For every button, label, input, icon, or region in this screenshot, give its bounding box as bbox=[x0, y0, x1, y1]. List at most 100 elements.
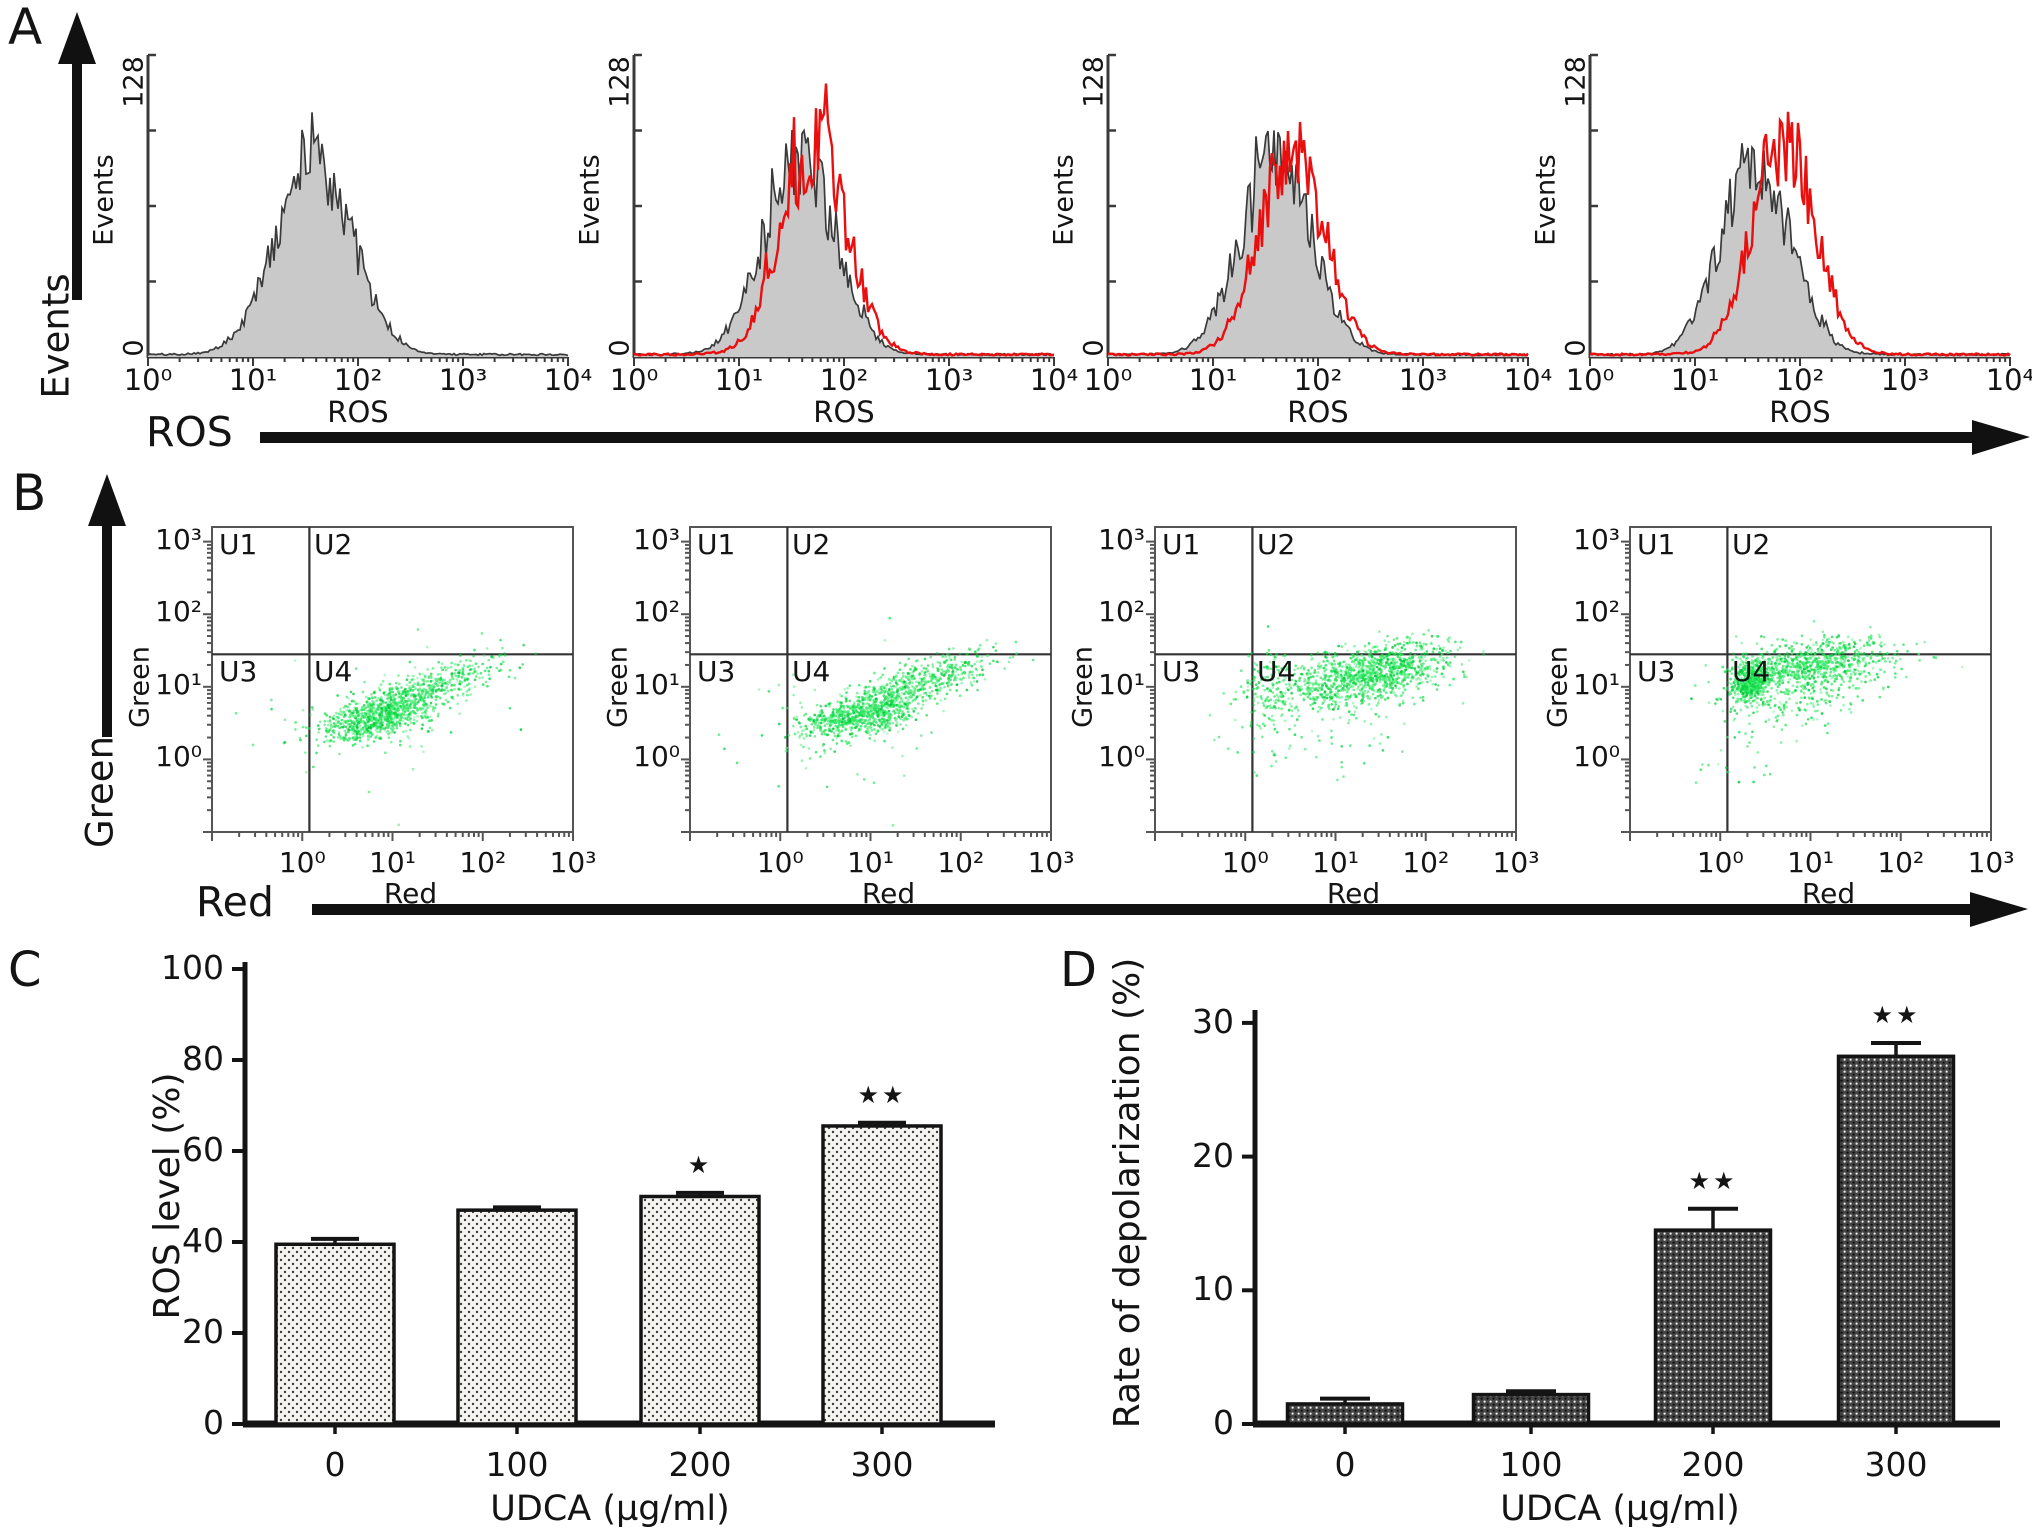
scatter-x-tick-label: 10⁰ bbox=[1696, 846, 1744, 879]
dot-plot-2 bbox=[681, 526, 1052, 841]
hist-x-tick-label: 10² bbox=[1775, 363, 1825, 397]
quadrant-label-u4: U4 bbox=[1257, 655, 1296, 688]
scatter-x-tick-label: 10¹ bbox=[1312, 846, 1359, 879]
bar-y-tick-label: 30 bbox=[1192, 1001, 1234, 1041]
quadrant-label-u4: U4 bbox=[314, 655, 353, 688]
scatter-y-tick-label: 10⁰ bbox=[1098, 740, 1145, 774]
panel-c-x-axis-label: UDCA (µg/ml) bbox=[490, 1489, 730, 1529]
events-axis-arrow-icon bbox=[58, 12, 96, 300]
hist-y-axis-label: Events bbox=[88, 154, 120, 246]
scatter-y-tick-label: 10¹ bbox=[1573, 667, 1620, 701]
quadrant-label-u2: U2 bbox=[1257, 528, 1296, 561]
bar-category-label: 0 bbox=[1334, 1445, 1356, 1484]
scatter-x-tick-label: 10³ bbox=[1027, 846, 1075, 879]
bar-y-tick-label: 80 bbox=[182, 1039, 224, 1078]
hist-x-tick-label: 10² bbox=[819, 363, 869, 397]
scatter-x-axis-label: Red bbox=[861, 877, 916, 910]
hist-x-tick-label: 10³ bbox=[924, 363, 974, 397]
hist-x-tick-label: 10⁴ bbox=[1503, 363, 1553, 397]
scatter-x-axis-label: Red bbox=[1801, 877, 1856, 910]
hist-x-axis-label: ROS bbox=[327, 395, 389, 429]
scatter-y-tick-label: 10⁰ bbox=[633, 740, 680, 774]
bar-y-tick-label: 10 bbox=[1192, 1269, 1234, 1309]
scatter-y-tick-label: 10² bbox=[633, 595, 680, 629]
scatter-y-axis-label: Green bbox=[1542, 646, 1574, 728]
bar-y-tick-label: 20 bbox=[182, 1312, 224, 1351]
dot-plot-1 bbox=[203, 526, 574, 841]
hist-y-max-tick-label: 128 bbox=[118, 56, 150, 108]
green-axis-arrow-icon bbox=[88, 474, 126, 737]
hist-x-tick-label: 10⁰ bbox=[1083, 363, 1133, 397]
hist-x-axis-label: ROS bbox=[1287, 395, 1349, 429]
significance-label: ★★ bbox=[1871, 1000, 1921, 1029]
red-axis-arrow-icon bbox=[312, 892, 2028, 927]
hist-y-axis-label: Events bbox=[574, 154, 606, 246]
bar-y-tick-label: 0 bbox=[203, 1403, 224, 1442]
hist-x-tick-label: 10⁴ bbox=[1985, 363, 2032, 397]
hist-y-max-tick-label: 128 bbox=[1560, 56, 1592, 108]
scatter-y-tick-label: 10³ bbox=[633, 522, 680, 556]
panel-a-letter: A bbox=[8, 0, 43, 56]
histogram-plot-1 bbox=[146, 53, 569, 366]
scatter-x-tick-label: 10¹ bbox=[369, 846, 416, 879]
bar-y-tick-label: 20 bbox=[1192, 1135, 1234, 1175]
scatter-x-tick-label: 10¹ bbox=[1787, 846, 1834, 879]
quadrant-label-u3: U3 bbox=[1162, 655, 1201, 688]
hist-x-tick-label: 10⁰ bbox=[123, 363, 173, 397]
quadrant-label-u4: U4 bbox=[1732, 655, 1771, 688]
bar-category-label: 0 bbox=[324, 1445, 346, 1484]
scatter-y-tick-label: 10¹ bbox=[633, 667, 680, 701]
scatter-y-tick-label: 10² bbox=[1573, 595, 1620, 629]
scatter-x-tick-label: 10² bbox=[1402, 846, 1450, 879]
hist-x-axis-label: ROS bbox=[813, 395, 875, 429]
quadrant-label-u1: U1 bbox=[219, 528, 258, 561]
hist-x-tick-label: 10⁴ bbox=[543, 363, 593, 397]
panel-d-letter: D bbox=[1060, 942, 1097, 998]
hist-x-tick-label: 10³ bbox=[438, 363, 488, 397]
hist-x-axis-label: ROS bbox=[1769, 395, 1831, 429]
quadrant-label-u2: U2 bbox=[792, 528, 831, 561]
significance-label: ★ bbox=[687, 1150, 713, 1179]
scatter-y-tick-label: 10¹ bbox=[155, 667, 202, 701]
hist-x-tick-label: 10¹ bbox=[228, 363, 278, 397]
scatter-x-tick-label: 10³ bbox=[1492, 846, 1540, 879]
significance-label: ★★ bbox=[857, 1080, 907, 1109]
panel-c-letter: C bbox=[8, 942, 42, 998]
panel-d-x-axis-label: UDCA (µg/ml) bbox=[1500, 1489, 1740, 1529]
hist-x-tick-label: 10³ bbox=[1880, 363, 1930, 397]
bar-category-label: 100 bbox=[485, 1445, 549, 1484]
hist-y-max-tick-label: 128 bbox=[1078, 56, 1110, 108]
scatter-y-tick-label: 10³ bbox=[155, 522, 202, 556]
scatter-y-tick-label: 10⁰ bbox=[155, 740, 202, 774]
ros-axis-arrow-icon bbox=[260, 420, 2030, 455]
panel-b-big-x-label: Red bbox=[196, 878, 274, 926]
panel-c-y-axis-label: ROS level (%) bbox=[147, 1072, 188, 1320]
panel-d-y-axis-label: Rate of depolarization (%) bbox=[1107, 957, 1148, 1429]
scatter-x-tick-label: 10¹ bbox=[847, 846, 894, 879]
histogram-plot-4 bbox=[1588, 53, 2011, 366]
scatter-x-tick-label: 10⁰ bbox=[278, 846, 326, 879]
scatter-x-tick-label: 10² bbox=[1877, 846, 1925, 879]
hist-x-tick-label: 10⁰ bbox=[609, 363, 659, 397]
panel-b-letter: B bbox=[12, 464, 47, 522]
histogram-plot-3 bbox=[1106, 53, 1529, 366]
scatter-x-axis-label: Red bbox=[383, 877, 438, 910]
quadrant-label-u1: U1 bbox=[1637, 528, 1676, 561]
scatter-y-tick-label: 10³ bbox=[1098, 522, 1145, 556]
scatter-x-axis-label: Red bbox=[1326, 877, 1381, 910]
quadrant-label-u3: U3 bbox=[697, 655, 736, 688]
bar-category-label: 300 bbox=[1864, 1445, 1928, 1484]
dot-plot-4 bbox=[1621, 526, 1992, 841]
scatter-y-tick-label: 10¹ bbox=[1098, 667, 1145, 701]
scatter-x-tick-label: 10² bbox=[459, 846, 507, 879]
scatter-y-axis-label: Green bbox=[124, 646, 156, 728]
scatter-y-axis-label: Green bbox=[1067, 646, 1099, 728]
quadrant-label-u3: U3 bbox=[219, 655, 258, 688]
quadrant-label-u1: U1 bbox=[697, 528, 736, 561]
hist-y-min-tick-label: 0 bbox=[1078, 339, 1110, 357]
hist-x-tick-label: 10¹ bbox=[1188, 363, 1238, 397]
scatter-y-tick-label: 10⁰ bbox=[1573, 740, 1620, 774]
bar-y-tick-label: 60 bbox=[182, 1130, 224, 1169]
quadrant-label-u3: U3 bbox=[1637, 655, 1676, 688]
